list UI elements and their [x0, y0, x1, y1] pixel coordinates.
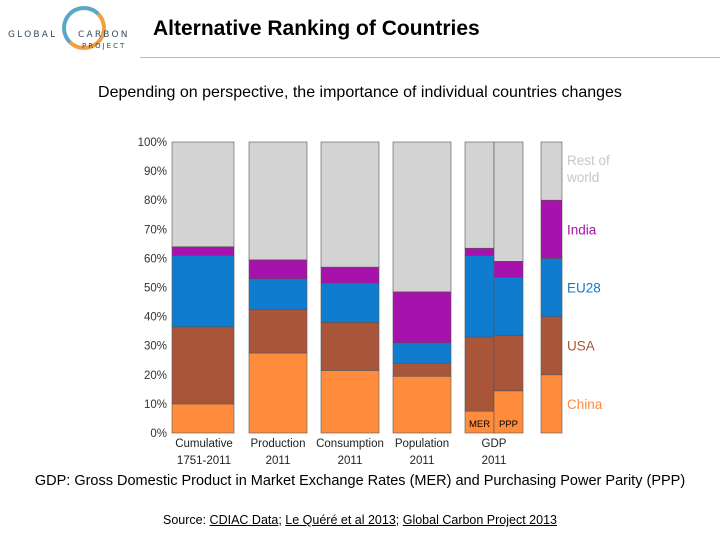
bar-segment-gdp-ppp-2011-rest-of-world: [493, 141, 524, 262]
bar-segment-population-2011-india: [392, 291, 452, 344]
legend-swatch-china: [540, 374, 563, 434]
page-title: Alternative Ranking of Countries: [153, 17, 480, 40]
legend-swatch-india: [540, 199, 563, 259]
x-label-cumulative-line2: 1751-2011: [177, 455, 231, 467]
bar-segment-cumulative-1751-2011-rest-of-world: [171, 141, 235, 248]
bar-segment-production-2011-rest-of-world: [248, 141, 308, 261]
y-tick-label-90: 90%: [144, 166, 167, 178]
legend-swatch-usa: [540, 316, 563, 376]
bar-segment-consumption-2011-india: [320, 266, 380, 284]
logo-ring-icon: [62, 6, 106, 50]
x-label-production-line1: Production: [251, 438, 306, 450]
source-separator-2: ;: [395, 513, 403, 527]
y-tick-label-20: 20%: [144, 370, 167, 382]
x-label-cumulative-line1: Cumulative: [175, 438, 233, 450]
bar-segment-cumulative-1751-2011-eu28: [171, 255, 235, 328]
bar-segment-population-2011-china: [392, 375, 452, 434]
bar-segment-gdp-mer-2011-india: [464, 247, 495, 256]
y-tick-label-10: 10%: [144, 399, 167, 411]
x-label-production-line2: 2011: [266, 455, 291, 467]
y-tick-label-80: 80%: [144, 195, 167, 207]
x-label-population-line2: 2011: [410, 455, 435, 467]
source-link-cdiac[interactable]: CDIAC Data: [209, 513, 279, 527]
legend-swatch-eu28: [540, 258, 563, 317]
bar-segment-consumption-2011-eu28: [320, 282, 380, 323]
bar-segment-cumulative-1751-2011-china: [171, 403, 235, 434]
bar-segment-gdp-ppp-2011-usa: [493, 335, 524, 392]
bar-segment-gdp-mer-2011-usa: [464, 336, 495, 412]
bar-segment-consumption-2011-rest-of-world: [320, 141, 380, 268]
legend-label-usa: USA: [567, 339, 595, 354]
bar-segment-production-2011-usa: [248, 309, 308, 354]
page-subtitle: Depending on perspective, the importance…: [98, 84, 622, 101]
bar-segment-population-2011-rest-of-world: [392, 141, 452, 293]
legend-label-rest-of-world-line2: world: [566, 170, 599, 185]
y-tick-label-100: 100%: [138, 137, 167, 149]
bar-segment-production-2011-eu28: [248, 278, 308, 310]
bar-segment-production-2011-india: [248, 259, 308, 280]
y-tick-label-70: 70%: [144, 224, 167, 236]
y-tick-label-30: 30%: [144, 341, 167, 353]
global-carbon-project-logo: GLOBAL CARBON PROJECT: [6, 4, 138, 58]
y-tick-label-40: 40%: [144, 312, 167, 324]
logo-text-project: PROJECT: [82, 42, 127, 50]
bar-segment-gdp-ppp-2011-china: [493, 390, 524, 434]
stacked-bar-chart: 0% 10% 20% 30% 40% 50% 60% 70% 80% 90% 100% MER PPP C…: [138, 137, 610, 467]
legend-label-india: India: [567, 222, 597, 237]
bar-segment-cumulative-1751-2011-india: [171, 246, 235, 256]
x-label-gdp-line2: 2011: [482, 455, 507, 467]
x-label-population-line1: Population: [395, 438, 449, 450]
bar-segment-consumption-2011-usa: [320, 322, 380, 371]
x-label-consumption-line2: 2011: [338, 455, 363, 467]
y-tick-label-60: 60%: [144, 253, 167, 265]
bar-segment-gdp-mer-2011-eu28: [464, 255, 495, 338]
y-tick-label-0: 0%: [150, 428, 167, 440]
source-line: Source: CDIAC Data; Le Quéré et al 2013;…: [0, 513, 720, 527]
source-link-gcp[interactable]: Global Carbon Project 2013: [402, 513, 557, 527]
bar-segment-consumption-2011-china: [320, 370, 380, 434]
bar-segment-gdp-ppp-2011-india: [493, 261, 524, 278]
logo-text-carbon: CARBON: [78, 30, 130, 40]
source-separator-1: ;: [278, 513, 286, 527]
legend-swatch-rest-of-world: [540, 141, 563, 201]
x-label-gdp-line1: GDP: [482, 438, 507, 450]
legend-label-rest-of-world-line1: Rest of: [567, 153, 610, 168]
title-divider: [140, 57, 720, 58]
legend-label-eu28: EU28: [567, 281, 601, 296]
bar-inner-label-ppp: PPP: [499, 419, 518, 430]
source-link-le-quere[interactable]: Le Quéré et al 2013: [285, 513, 396, 527]
bar-segment-production-2011-china: [248, 352, 308, 434]
chart-caption: GDP: Gross Domestic Product in Market Ex…: [34, 473, 686, 489]
bar-segment-cumulative-1751-2011-usa: [171, 326, 235, 405]
bar-segment-gdp-mer-2011-rest-of-world: [464, 141, 495, 249]
y-tick-label-50: 50%: [144, 283, 167, 295]
legend-label-china: China: [567, 397, 603, 412]
logo-text-global: GLOBAL: [8, 30, 58, 40]
x-label-consumption-line1: Consumption: [316, 438, 384, 450]
bar-segment-population-2011-usa: [392, 362, 452, 377]
bar-inner-label-mer: MER: [469, 419, 490, 430]
source-prefix: Source:: [162, 513, 210, 527]
bar-segment-gdp-ppp-2011-eu28: [493, 277, 524, 336]
bar-segment-population-2011-eu28: [392, 342, 452, 364]
